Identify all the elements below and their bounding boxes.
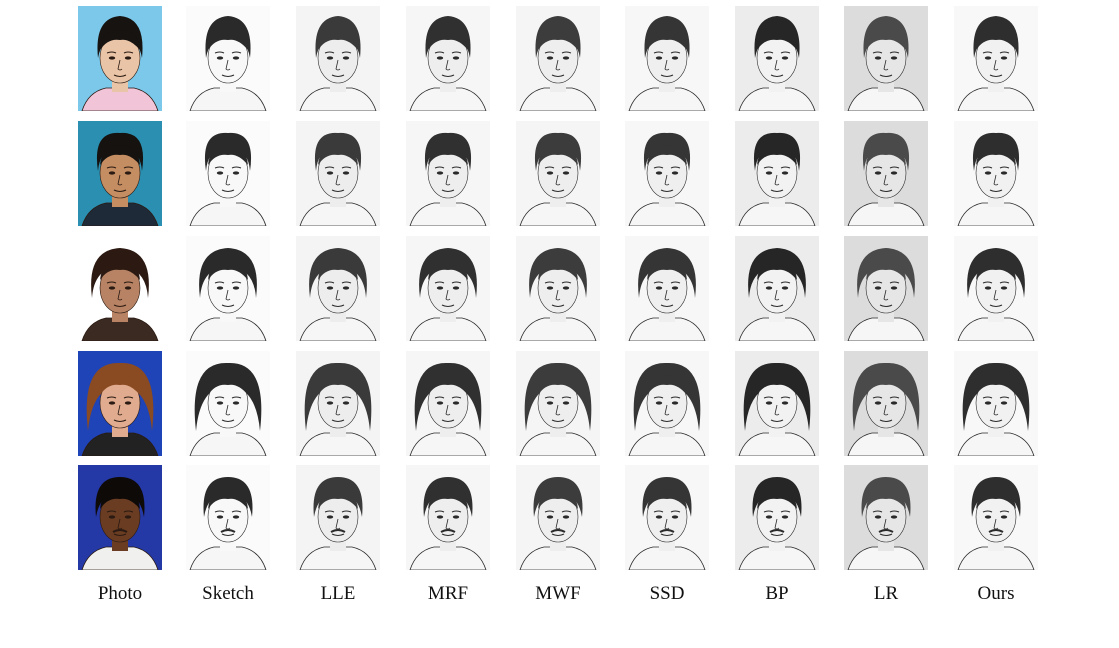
face-sketch-mwf-row3 (516, 236, 600, 341)
face-photo-row5 (78, 465, 162, 570)
column-label-mrf: MRF (427, 583, 469, 604)
face-sketch-mwf-row2 (516, 121, 600, 226)
face-sketch-ssd-row3 (625, 236, 709, 341)
column-label-bp: BP (765, 583, 789, 604)
face-sketch-sketch-row5 (186, 465, 270, 570)
face-sketch-sketch-row3 (186, 236, 270, 341)
face-sketch-ours-row5 (954, 465, 1038, 570)
face-sketch-lr-row2 (844, 121, 928, 226)
column-label-mwf: MWF (535, 583, 581, 604)
column-label-lr: LR (873, 583, 899, 604)
face-sketch-mrf-row1 (406, 6, 490, 111)
face-sketch-mrf-row4 (406, 351, 490, 456)
face-sketch-lle-row2 (296, 121, 380, 226)
face-sketch-lle-row1 (296, 6, 380, 111)
face-sketch-sketch-row4 (186, 351, 270, 456)
face-sketch-mrf-row2 (406, 121, 490, 226)
face-sketch-ours-row4 (954, 351, 1038, 456)
face-sketch-bp-row5 (735, 465, 819, 570)
face-sketch-ssd-row1 (625, 6, 709, 111)
face-sketch-bp-row4 (735, 351, 819, 456)
face-sketch-mwf-row4 (516, 351, 600, 456)
face-sketch-ours-row1 (954, 6, 1038, 111)
column-label-ours: Ours (977, 583, 1015, 604)
face-sketch-bp-row2 (735, 121, 819, 226)
face-sketch-mwf-row1 (516, 6, 600, 111)
face-sketch-lr-row4 (844, 351, 928, 456)
column-label-sketch: Sketch (202, 583, 254, 604)
face-photo-row4 (78, 351, 162, 456)
column-label-lle: LLE (320, 583, 356, 604)
face-sketch-mrf-row3 (406, 236, 490, 341)
column-label-ssd: SSD (649, 583, 685, 604)
face-sketch-mrf-row5 (406, 465, 490, 570)
face-sketch-ssd-row2 (625, 121, 709, 226)
face-sketch-ours-row3 (954, 236, 1038, 341)
face-photo-row2 (78, 121, 162, 226)
face-sketch-lle-row3 (296, 236, 380, 341)
face-sketch-bp-row1 (735, 6, 819, 111)
face-sketch-sketch-row1 (186, 6, 270, 111)
face-sketch-ours-row2 (954, 121, 1038, 226)
face-sketch-lle-row4 (296, 351, 380, 456)
face-photo-row1 (78, 6, 162, 111)
face-photo-row3 (78, 236, 162, 341)
face-sketch-ssd-row5 (625, 465, 709, 570)
face-sketch-lr-row1 (844, 6, 928, 111)
column-label-photo: Photo (97, 583, 143, 604)
face-sketch-lr-row3 (844, 236, 928, 341)
face-sketch-sketch-row2 (186, 121, 270, 226)
face-sketch-bp-row3 (735, 236, 819, 341)
face-sketch-ssd-row4 (625, 351, 709, 456)
face-sketch-mwf-row5 (516, 465, 600, 570)
face-sketch-lr-row5 (844, 465, 928, 570)
face-sketch-lle-row5 (296, 465, 380, 570)
